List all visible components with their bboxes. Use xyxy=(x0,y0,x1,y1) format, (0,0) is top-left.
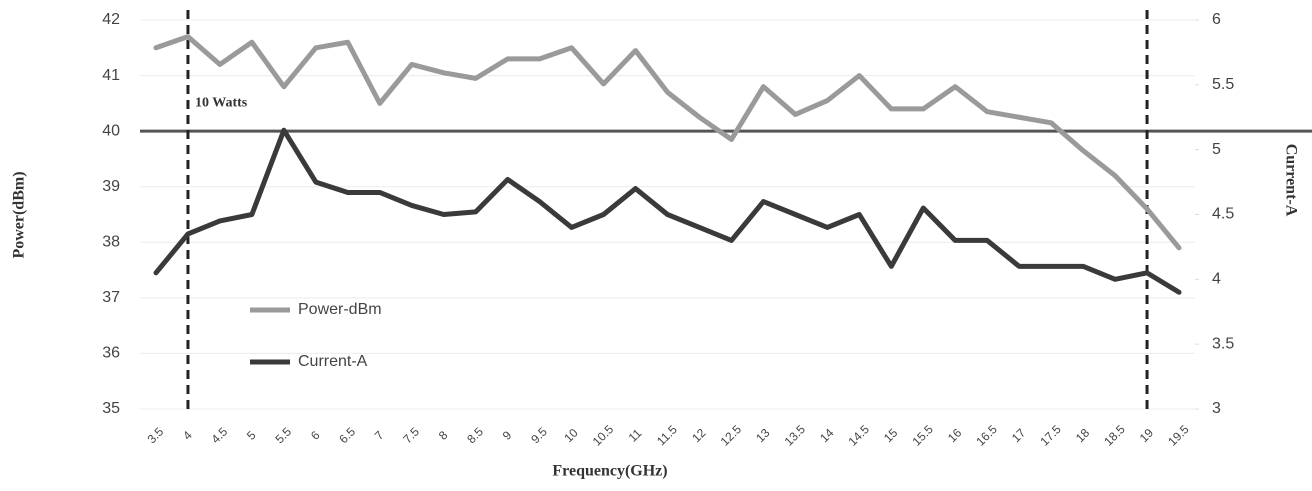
x-tick-label: 8 xyxy=(436,428,451,443)
y-tick-label: 40 xyxy=(102,122,120,139)
x-tick-label: 11.5 xyxy=(654,422,680,448)
y-tick-label: 42 xyxy=(102,11,120,28)
x-tick-label: 18 xyxy=(1073,426,1093,446)
y2-axis-title: Current-A xyxy=(1282,144,1299,217)
y2-tick-label: 4 xyxy=(1212,271,1221,288)
x-tick-label: 13 xyxy=(753,426,773,446)
x-tick-label: 9.5 xyxy=(528,424,550,446)
x-tick-label: 18.5 xyxy=(1101,422,1128,449)
y-tick-label: 41 xyxy=(102,67,120,84)
x-tick-label: 19.5 xyxy=(1165,422,1192,449)
x-tick-label: 4.5 xyxy=(208,424,230,446)
x-tick-label: 7.5 xyxy=(400,424,422,446)
x-tick-label: 17.5 xyxy=(1037,422,1064,449)
y-tick-label: 37 xyxy=(102,289,120,306)
y2-tick-label: 6 xyxy=(1212,11,1221,28)
legend-label: Current-A xyxy=(298,353,368,370)
y-tick-label: 35 xyxy=(102,400,120,417)
x-tick-label: 17 xyxy=(1009,426,1029,446)
x-tick-label: 11 xyxy=(626,426,645,445)
y2-tick-label: 5.5 xyxy=(1212,76,1234,93)
x-tick-label: 19 xyxy=(1137,426,1157,446)
x-tick-label: 6.5 xyxy=(336,424,358,446)
reference-label: 10 Watts xyxy=(195,95,248,110)
y2-tick-label: 4.5 xyxy=(1212,206,1234,223)
x-tick-label: 15.5 xyxy=(909,422,936,449)
x-tick-label: 6 xyxy=(308,428,323,443)
y-tick-label: 36 xyxy=(102,345,120,362)
x-tick-label: 15 xyxy=(881,426,901,446)
line-series xyxy=(153,127,1182,295)
x-tick-label: 12 xyxy=(689,426,709,446)
x-tick-label: 3.5 xyxy=(145,424,167,446)
x-tick-label: 13.5 xyxy=(782,422,809,449)
x-tick-label: 10.5 xyxy=(590,422,617,449)
x-tick-label: 12.5 xyxy=(718,422,745,449)
x-tick-label: 7 xyxy=(372,428,387,443)
x-tick-label: 8.5 xyxy=(464,424,486,446)
x-tick-label: 16 xyxy=(945,426,965,446)
y-axis-title: Power(dBm) xyxy=(11,171,28,258)
y2-tick-label: 3.5 xyxy=(1212,335,1234,352)
x-axis-title: Frequency(GHz) xyxy=(552,463,667,480)
y-tick-label: 38 xyxy=(102,234,120,251)
y-tick-label: 39 xyxy=(102,178,120,195)
x-tick-label: 14 xyxy=(817,426,837,446)
y2-tick-label: 5 xyxy=(1212,141,1221,158)
x-tick-label: 5.5 xyxy=(272,424,294,446)
x-tick-label: 4 xyxy=(180,428,195,443)
x-tick-label: 10 xyxy=(561,426,581,446)
x-tick-label: 9 xyxy=(500,428,515,443)
x-tick-label: 14.5 xyxy=(846,422,873,449)
x-tick-label: 16.5 xyxy=(973,422,1000,449)
line-series xyxy=(153,34,1182,251)
y2-tick-label: 3 xyxy=(1212,400,1221,417)
legend-label: Power-dBm xyxy=(298,301,382,318)
x-tick-label: 5 xyxy=(244,428,259,443)
